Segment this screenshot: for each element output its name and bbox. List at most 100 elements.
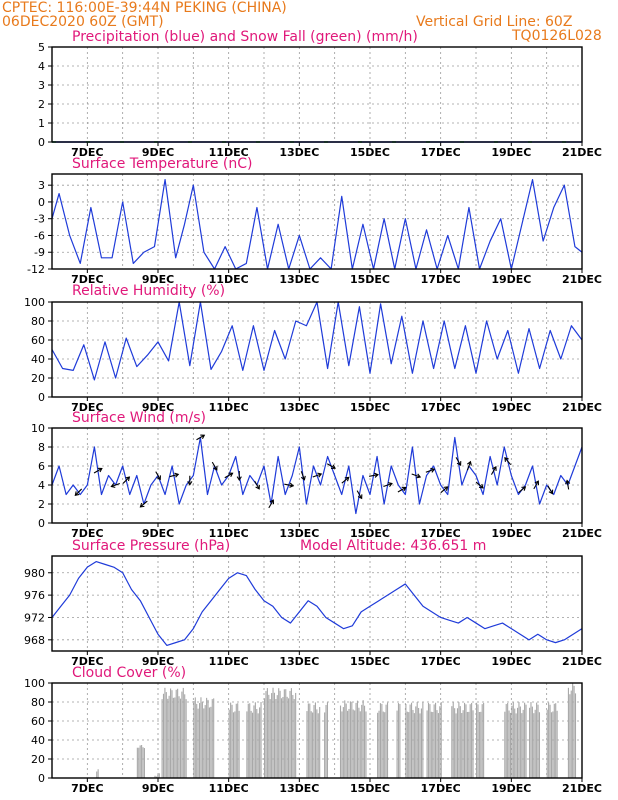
wind-arrow <box>341 476 350 484</box>
precip-panel: 0 1 2 3 4 5 7DEC 9DEC 11DEC 13DEC 15DEC 17DEC 19DEC 2… <box>38 41 602 159</box>
temp-xtick-label: 9DEC <box>142 273 174 286</box>
cloud-bar <box>429 704 431 778</box>
cloud-bar <box>512 702 514 778</box>
cloud-bar <box>355 702 357 778</box>
cloud-bar <box>136 747 138 778</box>
wind-arrow <box>93 467 103 474</box>
cloud-bar <box>363 705 366 778</box>
cloud-bar <box>556 710 558 778</box>
wind-arrow-head <box>374 472 379 478</box>
wind-arrow <box>196 434 206 441</box>
cloud-bar <box>347 710 349 778</box>
cloud-bar <box>288 698 290 778</box>
temp-frame <box>51 173 583 270</box>
cloud-bar <box>158 773 160 778</box>
wind-arrow <box>547 485 554 495</box>
cloud-bar <box>546 709 548 778</box>
wind-arrow-shaft <box>440 486 449 494</box>
cloud-bar <box>351 701 353 778</box>
cloud-bar <box>349 701 351 778</box>
wind-arrow-shaft <box>341 476 350 484</box>
cloud-bar <box>555 703 557 778</box>
cloud-bar <box>198 703 201 778</box>
cloud-bar <box>314 702 316 778</box>
press-xtick-label: 21DEC <box>562 655 602 668</box>
cloud-bar <box>342 707 344 778</box>
wind-arrow-head <box>416 473 422 479</box>
wind-arrow <box>466 460 472 471</box>
wind-arrow-shaft <box>196 434 205 441</box>
press-ytick-label: 968 <box>24 634 45 647</box>
wind-arrow-shaft <box>140 500 148 508</box>
cloud-bar <box>418 707 420 778</box>
press-xtick-label: 19DEC <box>491 655 531 668</box>
wind-arrow <box>155 471 161 481</box>
cloud-bar <box>452 702 454 778</box>
wind-arrow <box>326 463 336 469</box>
cloud-bar <box>279 690 281 778</box>
cloud-bar <box>524 702 526 778</box>
wind-arrow-shaft <box>122 476 130 484</box>
cloud-bar <box>537 704 539 778</box>
cloud-bar <box>451 706 453 778</box>
cloud-bar <box>462 710 464 778</box>
cloud-xtick-label: 21DEC <box>562 782 602 795</box>
cloud-bar <box>185 699 187 778</box>
wind-arrow-head <box>300 475 306 481</box>
cloud-bar <box>463 702 466 778</box>
wind-arrow <box>369 472 379 478</box>
wind-arrow-head <box>565 479 571 485</box>
wind-arrow-shaft <box>312 473 322 478</box>
wind-arrow-head <box>401 486 407 492</box>
wind-arrow <box>110 482 121 488</box>
temp-ytick-label: 3 <box>38 179 45 192</box>
wind-xtick-label: 7DEC <box>71 527 103 540</box>
cloud-bar <box>203 708 205 778</box>
cloud-bar <box>235 703 237 778</box>
cloud-bar <box>440 702 442 778</box>
cloud-bar <box>553 703 555 778</box>
cloud-bar <box>459 706 461 778</box>
precip-xtick-label: 19DEC <box>491 146 531 159</box>
cloud-bar <box>435 702 437 778</box>
wind-arrow-head <box>97 467 103 473</box>
cloud-bar <box>155 776 157 778</box>
cloud-bar <box>280 698 283 778</box>
press-ytick-label: 980 <box>24 567 45 580</box>
cloud-bar <box>313 705 315 778</box>
cloud-bar <box>454 708 456 778</box>
rh-xtick-label: 11DEC <box>209 401 249 414</box>
wind-ytick-label: 6 <box>38 460 45 473</box>
cloud-bar <box>276 695 278 778</box>
rh-xtick-label: 9DEC <box>142 401 174 414</box>
wind-arrow-shaft <box>211 461 218 471</box>
cloud-bar <box>468 711 470 778</box>
wind-arrow-head <box>443 486 449 491</box>
cloud-ytick-label: 40 <box>31 734 45 747</box>
cloud-bar <box>433 704 435 778</box>
wind-arrow <box>268 499 275 509</box>
cloud-bar <box>272 687 274 778</box>
header-date: 06DEC2020 60Z (GMT) <box>2 14 164 30</box>
wind-arrow-shaft <box>284 483 294 487</box>
temp-xtick-label: 19DEC <box>491 273 531 286</box>
wind-arrow <box>254 480 260 490</box>
cloud-bar <box>515 713 517 778</box>
cloud-bar <box>525 704 527 778</box>
cloud-bar <box>406 711 408 778</box>
press-xtick-label: 15DEC <box>350 655 390 668</box>
cloud-bar <box>178 696 180 778</box>
cloud-bar <box>505 704 507 778</box>
wind-arrow <box>440 486 449 494</box>
cloud-bar <box>412 709 414 778</box>
cloud-bar <box>552 711 554 778</box>
wind-arrow-head <box>387 482 393 487</box>
cloud-bar <box>143 748 145 778</box>
cloud-frame <box>51 682 583 779</box>
rh-xtick-label: 13DEC <box>279 401 319 414</box>
wind-arrow <box>425 467 436 473</box>
wind-arrow <box>397 486 407 493</box>
wind-arrow-head <box>548 489 554 495</box>
cloud-bar <box>422 702 424 778</box>
